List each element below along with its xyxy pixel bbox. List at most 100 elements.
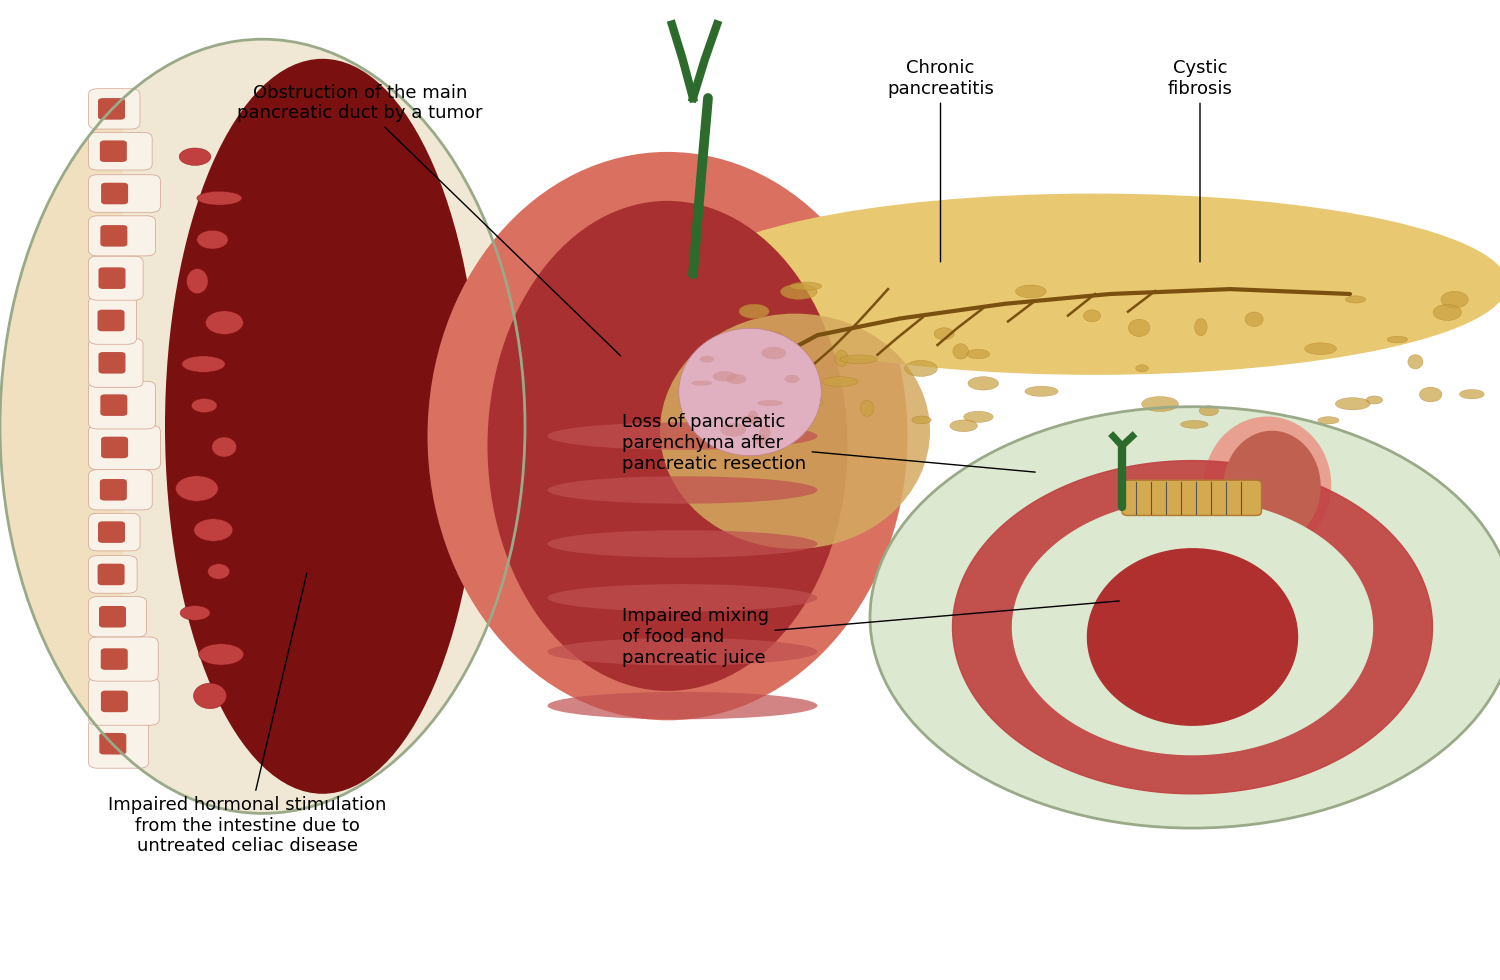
Ellipse shape bbox=[180, 606, 210, 620]
Ellipse shape bbox=[548, 530, 818, 558]
Ellipse shape bbox=[548, 422, 818, 450]
Ellipse shape bbox=[1366, 396, 1383, 404]
FancyBboxPatch shape bbox=[88, 216, 156, 256]
Ellipse shape bbox=[712, 371, 736, 381]
Ellipse shape bbox=[1245, 312, 1263, 326]
Ellipse shape bbox=[756, 434, 766, 446]
Ellipse shape bbox=[904, 361, 938, 376]
Ellipse shape bbox=[548, 476, 818, 504]
Ellipse shape bbox=[0, 39, 525, 813]
FancyBboxPatch shape bbox=[88, 469, 152, 510]
FancyBboxPatch shape bbox=[100, 437, 128, 459]
Ellipse shape bbox=[427, 152, 908, 720]
Ellipse shape bbox=[165, 59, 480, 794]
Ellipse shape bbox=[1203, 416, 1332, 554]
Ellipse shape bbox=[682, 194, 1500, 374]
FancyBboxPatch shape bbox=[98, 98, 124, 120]
Ellipse shape bbox=[1419, 387, 1442, 402]
Ellipse shape bbox=[822, 376, 858, 386]
Ellipse shape bbox=[198, 644, 243, 665]
FancyBboxPatch shape bbox=[99, 733, 126, 755]
Ellipse shape bbox=[1024, 386, 1057, 396]
Ellipse shape bbox=[764, 331, 783, 344]
Ellipse shape bbox=[196, 230, 228, 249]
FancyBboxPatch shape bbox=[99, 352, 126, 373]
Ellipse shape bbox=[861, 400, 874, 416]
Ellipse shape bbox=[192, 399, 217, 413]
FancyBboxPatch shape bbox=[88, 514, 140, 551]
FancyBboxPatch shape bbox=[88, 297, 136, 344]
Ellipse shape bbox=[771, 386, 806, 395]
Ellipse shape bbox=[758, 400, 783, 407]
FancyBboxPatch shape bbox=[88, 677, 159, 725]
FancyBboxPatch shape bbox=[98, 310, 124, 331]
Ellipse shape bbox=[207, 564, 230, 579]
Ellipse shape bbox=[1460, 389, 1484, 399]
Ellipse shape bbox=[488, 201, 847, 691]
FancyBboxPatch shape bbox=[88, 719, 148, 768]
Ellipse shape bbox=[740, 304, 770, 318]
Ellipse shape bbox=[1442, 291, 1468, 308]
Ellipse shape bbox=[196, 191, 242, 205]
Ellipse shape bbox=[952, 344, 969, 359]
Ellipse shape bbox=[836, 350, 848, 367]
Ellipse shape bbox=[760, 347, 786, 360]
Ellipse shape bbox=[1083, 310, 1101, 321]
Ellipse shape bbox=[1335, 398, 1370, 410]
Ellipse shape bbox=[759, 426, 771, 440]
Ellipse shape bbox=[963, 412, 993, 422]
Text: Chronic
pancreatitis: Chronic pancreatitis bbox=[886, 59, 995, 262]
FancyBboxPatch shape bbox=[88, 425, 160, 469]
Polygon shape bbox=[1013, 500, 1372, 755]
Ellipse shape bbox=[660, 314, 930, 549]
Text: Loss of pancreatic
parenchyma after
pancreatic resection: Loss of pancreatic parenchyma after panc… bbox=[622, 414, 1035, 472]
Ellipse shape bbox=[968, 376, 999, 390]
FancyBboxPatch shape bbox=[100, 649, 128, 670]
FancyBboxPatch shape bbox=[100, 479, 128, 501]
FancyBboxPatch shape bbox=[88, 381, 156, 429]
Ellipse shape bbox=[790, 282, 822, 290]
Ellipse shape bbox=[1305, 343, 1336, 355]
Ellipse shape bbox=[692, 380, 712, 385]
Ellipse shape bbox=[178, 148, 212, 166]
FancyBboxPatch shape bbox=[100, 394, 128, 416]
FancyBboxPatch shape bbox=[99, 606, 126, 627]
FancyBboxPatch shape bbox=[100, 182, 128, 204]
Text: Impaired hormonal stimulation
from the intestine due to
untreated celiac disease: Impaired hormonal stimulation from the i… bbox=[108, 573, 387, 856]
FancyBboxPatch shape bbox=[100, 225, 128, 247]
Ellipse shape bbox=[741, 416, 762, 422]
Ellipse shape bbox=[206, 311, 243, 334]
Ellipse shape bbox=[1408, 355, 1424, 368]
Polygon shape bbox=[1088, 549, 1298, 725]
FancyBboxPatch shape bbox=[88, 338, 142, 387]
FancyBboxPatch shape bbox=[88, 597, 147, 637]
Ellipse shape bbox=[1432, 305, 1461, 320]
FancyBboxPatch shape bbox=[88, 174, 160, 213]
Ellipse shape bbox=[548, 692, 818, 719]
Ellipse shape bbox=[748, 411, 759, 424]
Circle shape bbox=[870, 407, 1500, 828]
FancyBboxPatch shape bbox=[99, 268, 126, 289]
Ellipse shape bbox=[744, 352, 766, 361]
Ellipse shape bbox=[699, 356, 714, 363]
FancyBboxPatch shape bbox=[88, 556, 136, 593]
FancyBboxPatch shape bbox=[0, 44, 123, 808]
Ellipse shape bbox=[1142, 397, 1179, 412]
Text: Cystic
fibrosis: Cystic fibrosis bbox=[1167, 59, 1233, 262]
Ellipse shape bbox=[1346, 296, 1365, 303]
Ellipse shape bbox=[1016, 285, 1046, 298]
Ellipse shape bbox=[810, 398, 824, 408]
Ellipse shape bbox=[1318, 416, 1340, 424]
Ellipse shape bbox=[678, 328, 822, 456]
Ellipse shape bbox=[194, 683, 226, 709]
Ellipse shape bbox=[966, 350, 990, 359]
Ellipse shape bbox=[934, 328, 954, 340]
Ellipse shape bbox=[1388, 336, 1407, 343]
FancyBboxPatch shape bbox=[98, 564, 124, 585]
Ellipse shape bbox=[1224, 431, 1320, 543]
Text: Obstruction of the main
pancreatic duct by a tumor: Obstruction of the main pancreatic duct … bbox=[237, 83, 621, 356]
Ellipse shape bbox=[548, 638, 818, 665]
Polygon shape bbox=[952, 461, 1432, 794]
FancyBboxPatch shape bbox=[98, 521, 124, 543]
Ellipse shape bbox=[912, 416, 932, 423]
